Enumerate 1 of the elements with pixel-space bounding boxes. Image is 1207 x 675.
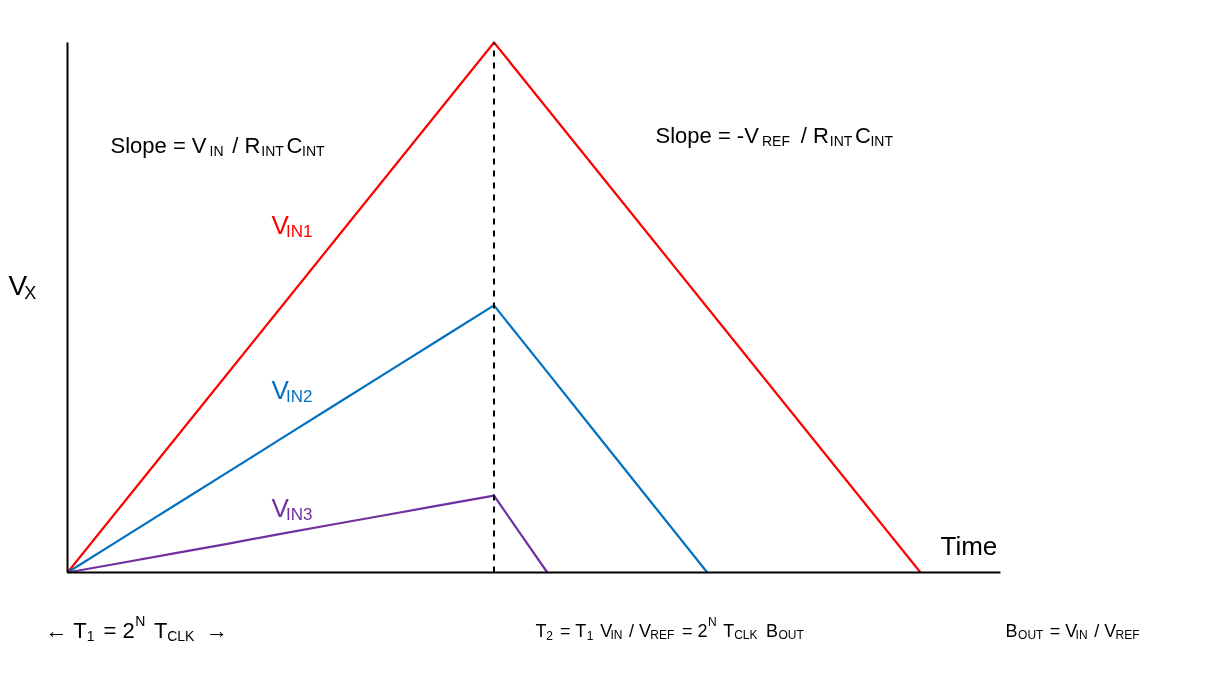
x-axis-title: Time bbox=[940, 530, 998, 561]
